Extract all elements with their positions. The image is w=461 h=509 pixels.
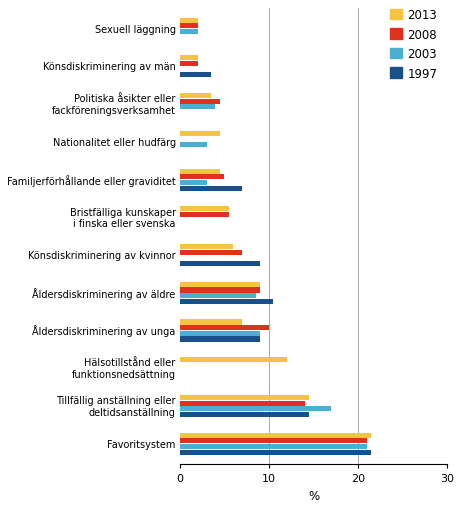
Bar [180, 175, 225, 180]
Bar [180, 331, 260, 336]
Bar [180, 105, 215, 110]
Bar [180, 294, 255, 299]
Bar [180, 244, 233, 249]
Bar [180, 181, 207, 186]
Bar [180, 56, 198, 61]
Bar [180, 337, 260, 342]
Bar [180, 357, 287, 362]
Bar [180, 250, 242, 256]
Bar [180, 207, 229, 212]
Bar [180, 186, 242, 191]
Bar [180, 94, 211, 99]
Legend: 2013, 2008, 2003, 1997: 2013, 2008, 2003, 1997 [386, 6, 441, 84]
Bar [180, 169, 220, 174]
Bar [180, 18, 198, 23]
Bar [180, 438, 367, 443]
Bar [180, 299, 273, 304]
X-axis label: %: % [308, 489, 319, 502]
Bar [180, 444, 367, 449]
Bar [180, 143, 207, 148]
Bar [180, 288, 260, 293]
Bar [180, 412, 309, 417]
Bar [180, 320, 242, 325]
Bar [180, 100, 220, 105]
Bar [180, 450, 372, 455]
Bar [180, 395, 309, 400]
Bar [180, 401, 305, 406]
Bar [180, 262, 260, 267]
Bar [180, 131, 220, 136]
Bar [180, 73, 211, 78]
Bar [180, 24, 198, 30]
Bar [180, 282, 260, 287]
Bar [180, 407, 331, 412]
Bar [180, 213, 229, 218]
Bar [180, 30, 198, 35]
Bar [180, 62, 198, 67]
Bar [180, 433, 372, 438]
Bar [180, 325, 269, 330]
